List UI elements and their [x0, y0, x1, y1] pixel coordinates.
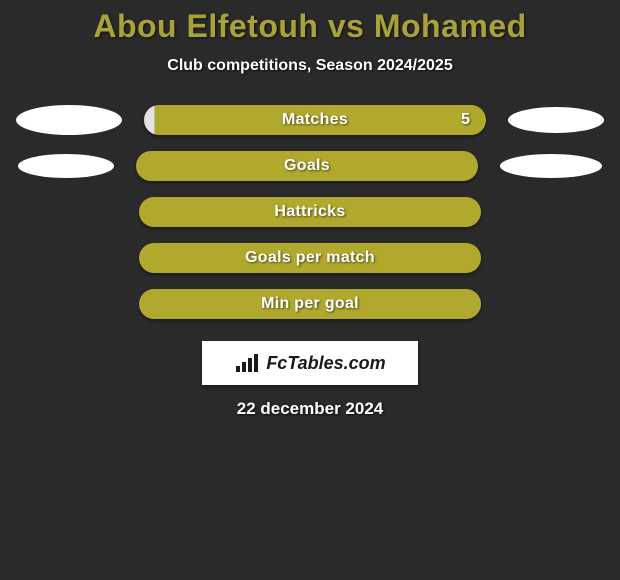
right-spacer [503, 197, 609, 227]
stat-value-right: 5 [461, 111, 470, 129]
stat-label: Matches [282, 111, 348, 129]
stat-label: Goals [284, 157, 330, 175]
stat-label: Hattricks [274, 203, 345, 221]
date-label: 22 december 2024 [0, 399, 620, 419]
stat-row: Hattricks [0, 197, 620, 227]
comparison-infographic: Abou Elfetouh vs Mohamed Club competitio… [0, 8, 620, 580]
logo-box: FcTables.com [202, 341, 418, 385]
right-value-ellipse [508, 107, 604, 133]
right-spacer [503, 289, 609, 319]
stat-pill-hattricks: Hattricks [139, 197, 481, 227]
logo-text: FcTables.com [266, 353, 385, 374]
stat-pill-goals-per-match: Goals per match [139, 243, 481, 273]
left-value-ellipse [16, 105, 122, 135]
right-value-ellipse [500, 154, 602, 178]
stat-pill-matches: Matches 5 [144, 105, 486, 135]
stat-pill-goals: Goals [136, 151, 478, 181]
stat-row: Min per goal [0, 289, 620, 319]
stat-row: Goals [0, 151, 620, 181]
left-spacer [11, 197, 117, 227]
stat-row: Matches 5 [0, 105, 620, 135]
right-spacer [503, 243, 609, 273]
stat-row: Goals per match [0, 243, 620, 273]
left-spacer [11, 289, 117, 319]
stat-label: Goals per match [245, 249, 375, 267]
stat-pill-min-per-goal: Min per goal [139, 289, 481, 319]
subtitle: Club competitions, Season 2024/2025 [0, 57, 620, 75]
bar-chart-icon [234, 352, 260, 374]
page-title: Abou Elfetouh vs Mohamed [0, 8, 620, 45]
stat-rows: Matches 5 Goals Hattricks Goals per matc… [0, 105, 620, 319]
stat-label: Min per goal [261, 295, 359, 313]
left-spacer [11, 243, 117, 273]
left-value-ellipse [18, 154, 114, 178]
